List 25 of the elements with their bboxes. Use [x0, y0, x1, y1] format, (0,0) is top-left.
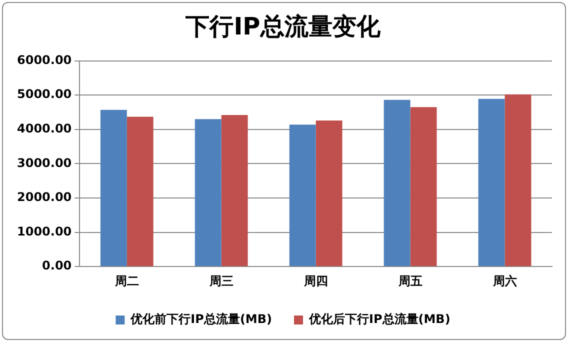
- x-tick-label: 周三: [208, 274, 234, 288]
- y-tick-label: 4000.00: [17, 122, 72, 136]
- x-tick-label: 周五: [397, 274, 422, 288]
- y-tick-label: 0.00: [42, 258, 72, 273]
- bar: [126, 116, 154, 266]
- y-tick-label: 5000.00: [17, 87, 72, 102]
- x-tick-label: 周六: [492, 274, 517, 288]
- y-tick-label: 2000.00: [17, 190, 72, 204]
- x-tick-label: 周四: [302, 274, 328, 288]
- bar: [316, 120, 342, 266]
- bar: [384, 100, 410, 266]
- bar: [221, 114, 248, 266]
- legend-label: 优化前下行IP总流量(MB): [130, 312, 272, 326]
- bar: [410, 107, 437, 266]
- bar: [289, 124, 316, 266]
- bar: [478, 98, 505, 266]
- y-tick-label: 6000.00: [17, 52, 72, 67]
- bar: [194, 119, 222, 266]
- y-tick-label: 3000.00: [17, 156, 72, 170]
- chart-title: 下行IP总流量变化: [184, 12, 382, 41]
- x-tick-label: 周二: [114, 274, 139, 288]
- y-tick-label: 1000.00: [17, 224, 72, 238]
- bar: [504, 94, 532, 266]
- bar: [100, 110, 127, 266]
- legend-label: 优化后下行IP总流量(MB): [308, 312, 450, 326]
